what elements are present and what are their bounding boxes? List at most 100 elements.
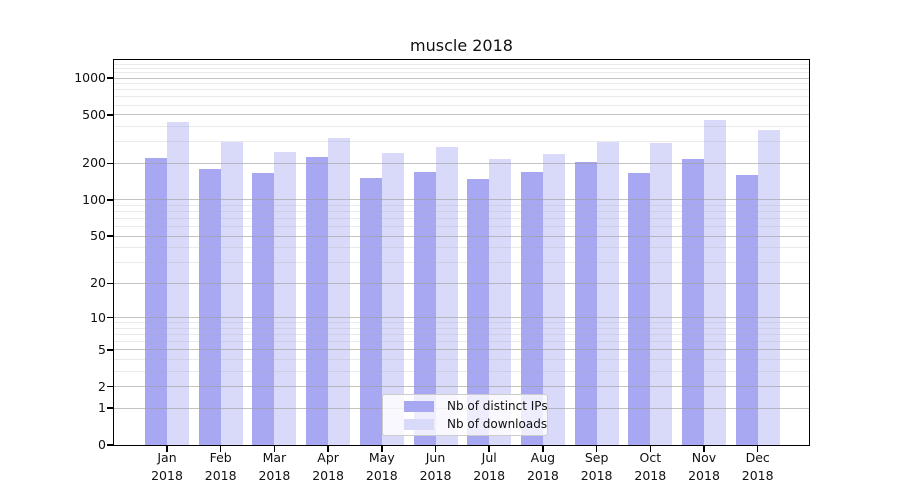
bar-nov-distinct-ips [682,159,704,445]
bar-sep-distinct-ips [574,162,597,445]
bar-may-downloads [381,153,404,445]
x-tick-year-feb: 2018 [204,468,237,483]
x-tick-mark-apr [327,446,329,452]
legend-item-distinct-ips: Nb of distinct IPs [404,399,548,413]
x-tick-month-jun: Jun [425,450,446,465]
chart-title: muscle 2018 [410,36,513,55]
y-tick-mark-500 [106,114,113,116]
y-tick-mark-20 [106,282,113,285]
bar-oct-distinct-ips [628,172,651,445]
legend-swatch-distinct-ips [404,400,434,412]
x-tick-mark-mar [273,446,276,452]
gridline-major-5 [114,349,809,351]
gridline-minor-60 [114,226,809,228]
x-tick-year-may: 2018 [365,468,398,483]
bar-jul-distinct-ips [467,178,490,445]
bar-aug-downloads [542,153,565,445]
y-tick-label-20: 20 [90,275,106,291]
x-tick-mark-dec [756,446,759,452]
bar-dec-distinct-ips [735,174,758,445]
bar-jul-downloads [489,158,512,445]
gridline-minor-4 [114,359,809,361]
y-tick-label-5: 5 [98,341,106,357]
y-tick-label-100: 100 [82,191,106,207]
bar-nov-downloads [704,120,726,445]
gridline-minor-900 [114,83,809,85]
x-tick-label-aug: Aug 2018 [503,449,583,485]
y-tick-mark-50 [106,235,113,237]
gridline-minor-1200 [114,67,809,69]
y-tick-label-2: 2 [98,378,106,394]
bar-mar-distinct-ips [252,173,275,445]
y-tick-label-10: 10 [90,309,106,325]
x-tick-year-dec: 2018 [741,468,774,483]
x-tick-mark-aug [542,446,544,452]
x-tick-year-jun: 2018 [419,468,452,483]
x-tick-month-sep: Sep [584,450,609,465]
gridline-minor-600 [114,104,809,106]
y-tick-mark-10 [106,316,113,319]
x-tick-year-jul: 2018 [473,468,506,483]
x-tick-year-aug: 2018 [526,468,559,483]
gridline-major-500 [114,114,809,116]
gridline-minor-70 [114,218,809,220]
y-tick-mark-5 [106,349,113,351]
gridline-major-200 [114,162,809,164]
x-tick-month-dec: Dec [745,450,770,465]
gridline-minor-90 [114,204,809,206]
x-tick-label-mar: Mar 2018 [234,449,314,485]
x-tick-label-nov: Nov 2018 [664,449,744,485]
x-tick-year-jan: 2018 [151,468,183,483]
x-tick-month-feb: Feb [209,450,232,465]
gridline-major-50 [114,235,809,237]
gridline-minor-80 [114,211,809,213]
x-tick-mark-jul [488,446,490,452]
gridline-minor-8 [114,327,809,329]
x-tick-label-jul: Jul 2018 [449,449,529,485]
x-tick-month-nov: Nov [691,450,717,465]
x-tick-label-dec: Dec 2018 [718,449,798,485]
x-tick-month-jul: Jul [481,450,497,465]
legend-item-downloads: Nb of downloads [404,417,547,431]
bar-oct-downloads [650,142,673,445]
x-tick-label-jan: Jan 2018 [127,449,207,485]
x-tick-label-jun: Jun 2018 [396,449,476,485]
x-tick-mark-feb [219,446,222,452]
gridline-major-20 [114,282,809,284]
y-tick-mark-0 [106,444,113,446]
x-tick-month-apr: Apr [317,450,339,465]
bar-feb-distinct-ips [198,168,221,445]
y-tick-mark-1000 [106,77,113,79]
x-tick-year-mar: 2018 [258,468,291,483]
gridline-minor-9 [114,322,809,324]
y-tick-label-50: 50 [90,228,106,244]
x-tick-label-may: May 2018 [342,449,422,485]
bar-feb-downloads [220,141,243,445]
x-tick-mark-jan [166,446,168,452]
bar-dec-downloads [757,129,780,445]
x-tick-year-oct: 2018 [634,468,667,483]
y-tick-label-1: 1 [98,400,106,416]
y-tick-label-200: 200 [82,155,106,171]
x-tick-mark-may [381,446,383,452]
legend: Nb of distinct IPs Nb of downloads [382,394,548,436]
y-tick-mark-1 [106,407,113,409]
gridline-major-10 [114,317,809,319]
gridline-minor-3 [114,370,809,372]
x-tick-month-oct: Oct [639,450,662,465]
bars-layer [114,60,809,445]
legend-label-downloads: Nb of downloads [447,417,548,431]
gridline-minor-30 [114,262,809,264]
x-tick-year-sep: 2018 [580,468,613,483]
x-tick-month-jan: Jan [157,450,177,465]
gridline-minor-400 [114,126,809,128]
x-tick-year-nov: 2018 [688,468,720,483]
gridline-minor-300 [114,141,809,143]
y-tick-mark-100 [106,199,113,201]
x-tick-year-apr: 2018 [312,468,344,483]
y-tick-mark-2 [106,385,113,388]
bar-jun-distinct-ips [413,171,436,445]
x-tick-mark-nov [703,446,705,452]
gridline-minor-1100 [114,72,809,74]
